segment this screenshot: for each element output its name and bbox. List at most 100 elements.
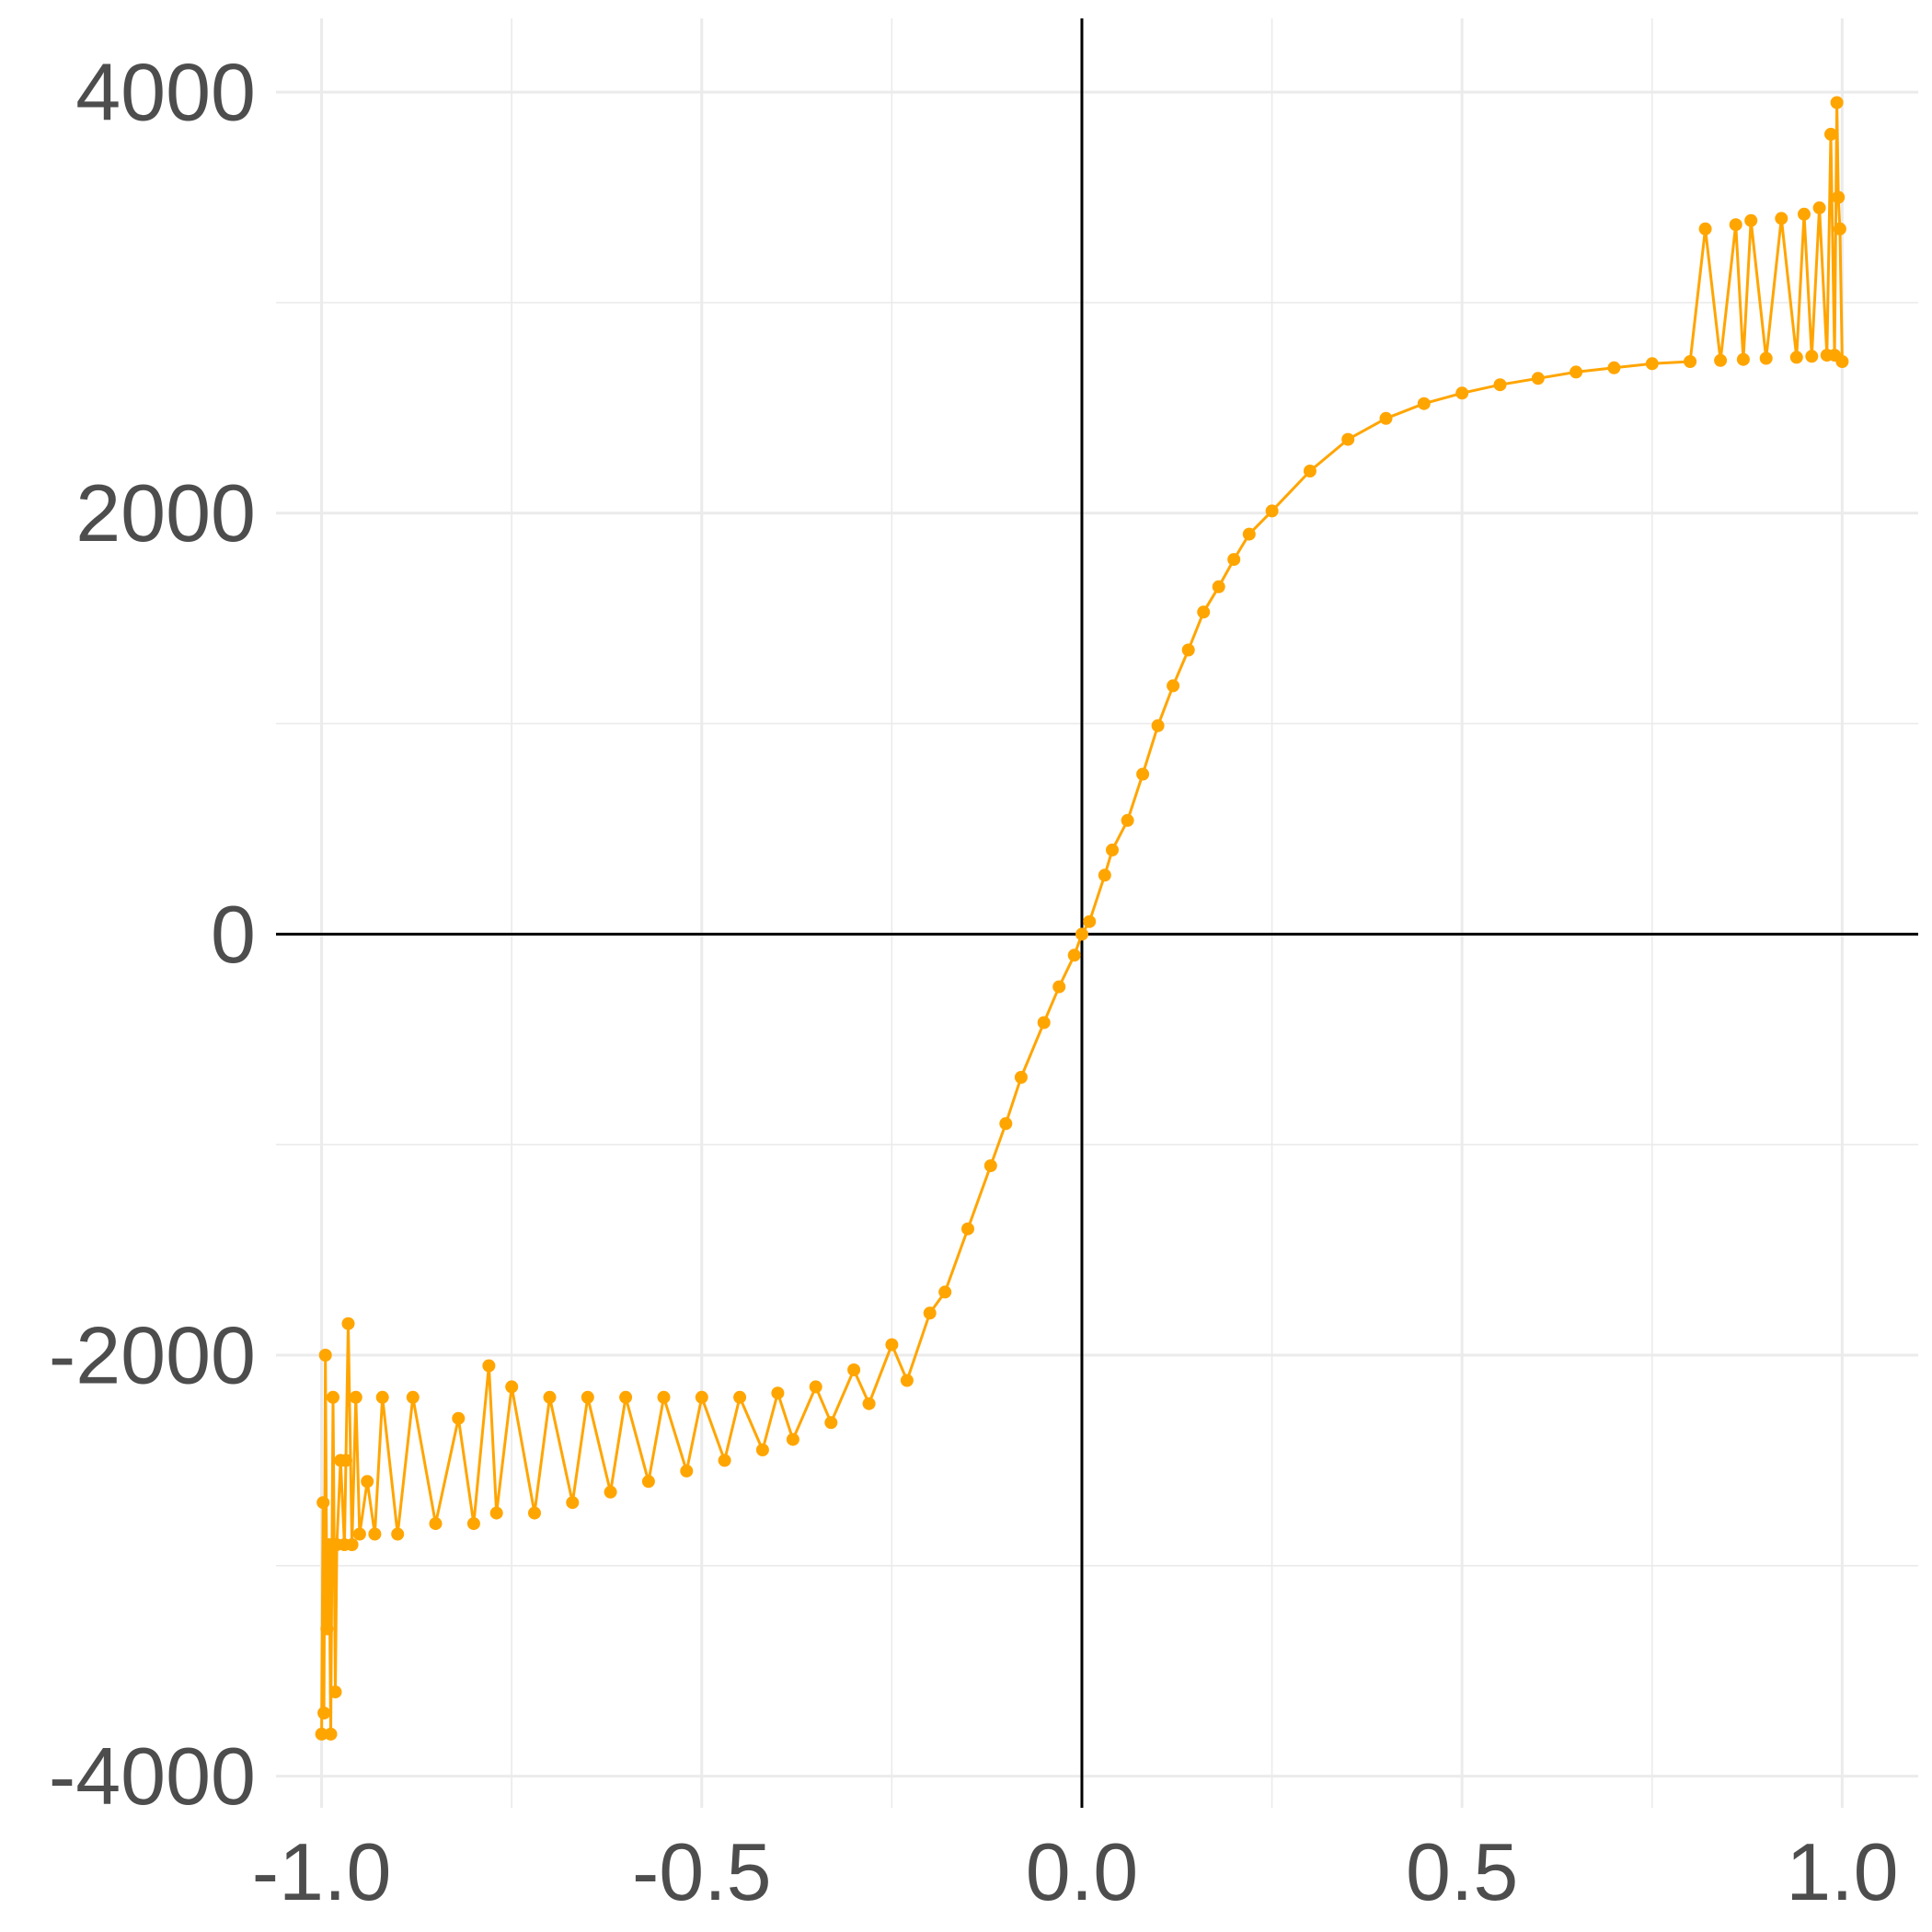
data-point (368, 1527, 382, 1541)
data-point (566, 1496, 580, 1510)
x-tick-label: 1.0 (1786, 1826, 1898, 1917)
y-tick-label: -4000 (49, 1731, 256, 1822)
data-point (339, 1454, 352, 1467)
data-point (824, 1416, 838, 1430)
data-point (1379, 411, 1393, 425)
data-point (1341, 432, 1355, 446)
data-point (1083, 914, 1097, 928)
data-point (452, 1411, 466, 1425)
data-point (604, 1485, 617, 1499)
data-point (581, 1390, 594, 1404)
data-point (324, 1727, 338, 1741)
data-point (1832, 190, 1846, 204)
data-point (317, 1707, 331, 1719)
data-point (1098, 868, 1111, 882)
data-point (1645, 357, 1659, 371)
data-point (1493, 378, 1507, 392)
data-point (983, 1159, 997, 1173)
data-point (900, 1374, 914, 1387)
reference-lines (276, 18, 1918, 1808)
data-point (1833, 222, 1846, 236)
data-point (1455, 386, 1469, 400)
data-point (316, 1496, 330, 1510)
data-point (961, 1222, 974, 1236)
data-point (375, 1390, 389, 1404)
data-point (641, 1475, 655, 1489)
data-point (1759, 351, 1773, 365)
data-point (718, 1454, 731, 1467)
data-point (680, 1464, 694, 1478)
data-point (327, 1390, 339, 1404)
y-tick-label: 2000 (75, 467, 256, 558)
data-point (771, 1386, 785, 1400)
y-axis-tick-labels: -4000 -2000 0 2000 4000 (49, 47, 256, 1823)
data-point (406, 1390, 420, 1404)
data-point (1729, 218, 1742, 232)
data-point (1067, 949, 1081, 962)
data-point (543, 1390, 557, 1404)
data-point (999, 1117, 1013, 1131)
data-point (1798, 207, 1811, 221)
x-tick-label: 0.5 (1406, 1826, 1518, 1917)
grid-minor-lines (276, 18, 1918, 1808)
data-point (1805, 350, 1819, 363)
data-point (862, 1397, 876, 1410)
data-point (1736, 352, 1750, 366)
data-point (318, 1349, 332, 1362)
data-point (1531, 372, 1545, 385)
data-point (1789, 351, 1803, 364)
data-point (1417, 397, 1431, 410)
data-point (1714, 353, 1728, 367)
data-point (1242, 527, 1256, 541)
data-point (1106, 843, 1119, 857)
data-point (1052, 980, 1066, 994)
data-point (1197, 605, 1211, 619)
series-layer (315, 96, 1849, 1741)
data-point (1744, 213, 1758, 227)
data-point (1136, 767, 1150, 781)
data-point (352, 1527, 366, 1541)
data-point (1151, 719, 1165, 732)
data-point (1775, 212, 1788, 225)
data-point (786, 1432, 799, 1446)
data-point (1075, 927, 1088, 941)
y-tick-label: 4000 (75, 47, 256, 138)
data-point (320, 1622, 334, 1636)
data-point (1830, 96, 1844, 109)
data-point (1014, 1071, 1028, 1084)
data-point (1607, 361, 1621, 374)
data-point (361, 1475, 374, 1489)
data-point (1227, 553, 1241, 567)
x-tick-label: -0.5 (632, 1826, 772, 1917)
data-point (1303, 465, 1317, 477)
data-point (429, 1517, 443, 1531)
y-tick-label: 0 (211, 889, 256, 980)
data-point (619, 1390, 633, 1404)
data-point (489, 1506, 503, 1520)
data-point (1812, 201, 1826, 214)
data-point (345, 1538, 359, 1551)
data-point (809, 1380, 822, 1394)
data-point (1570, 365, 1583, 379)
data-point (695, 1390, 708, 1404)
data-point (938, 1285, 952, 1299)
data-point (1824, 127, 1837, 141)
data-point (528, 1506, 541, 1520)
data-point (1698, 222, 1712, 236)
data-point (733, 1390, 747, 1404)
data-point (349, 1390, 362, 1404)
data-point (657, 1390, 671, 1404)
x-axis-tick-labels: -1.0 -0.5 0.0 0.5 1.0 (252, 1826, 1899, 1917)
data-point (391, 1527, 405, 1541)
data-point (885, 1338, 899, 1351)
data-point (315, 1727, 328, 1741)
data-point (1181, 643, 1195, 657)
data-point (923, 1306, 937, 1320)
data-point (1265, 504, 1279, 518)
data-point (755, 1443, 769, 1456)
x-tick-label: 0.0 (1026, 1826, 1138, 1917)
data-point (466, 1517, 480, 1531)
x-tick-label: -1.0 (252, 1826, 392, 1917)
